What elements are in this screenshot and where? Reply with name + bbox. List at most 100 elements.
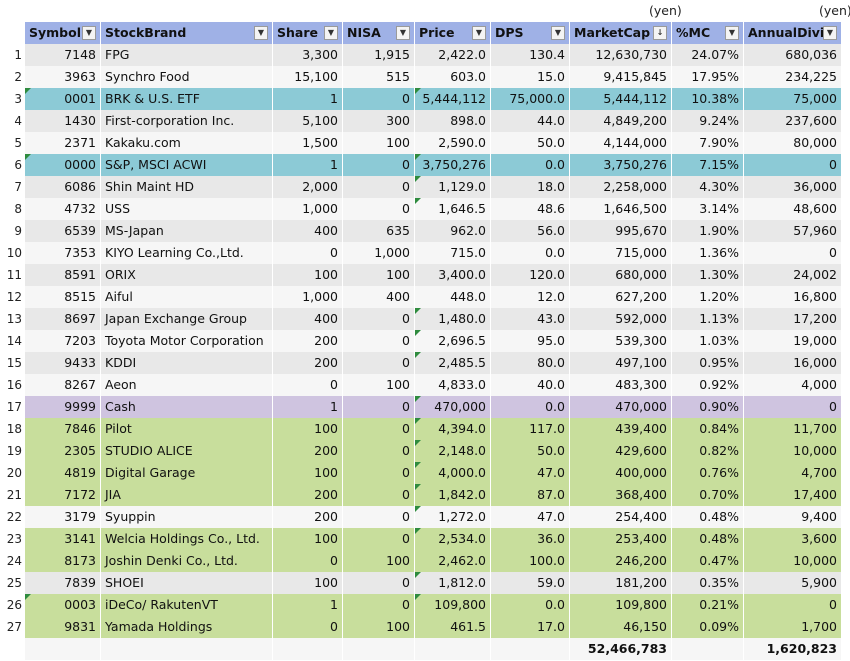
brand-cell[interactable]: ORIX xyxy=(101,264,273,286)
symbol-cell[interactable]: 1430 xyxy=(25,110,101,132)
annual-divi-cell[interactable]: 237,600 xyxy=(744,110,842,132)
price-cell[interactable]: 2,485.5 xyxy=(415,352,491,374)
market-cap-cell[interactable]: 497,100 xyxy=(570,352,672,374)
brand-cell[interactable]: FPG xyxy=(101,44,273,66)
price-cell[interactable]: 2,422.0 xyxy=(415,44,491,66)
percent-mc-cell[interactable]: 0.48% xyxy=(672,506,744,528)
share-cell[interactable]: 400 xyxy=(273,308,343,330)
share-cell[interactable]: 1 xyxy=(273,594,343,616)
percent-mc-cell[interactable]: 1.30% xyxy=(672,264,744,286)
dps-cell[interactable]: 0.0 xyxy=(491,396,570,418)
share-cell[interactable]: 100 xyxy=(273,418,343,440)
dps-cell[interactable]: 56.0 xyxy=(491,220,570,242)
brand-cell[interactable]: STUDIO ALICE xyxy=(101,440,273,462)
price-cell[interactable]: 109,800 xyxy=(415,594,491,616)
share-cell[interactable]: 100 xyxy=(273,264,343,286)
nisa-cell[interactable]: 0 xyxy=(343,506,415,528)
column-header-div[interactable]: AnnualDivi ▼ xyxy=(744,22,842,44)
share-cell[interactable]: 400 xyxy=(273,220,343,242)
percent-mc-cell[interactable]: 0.84% xyxy=(672,418,744,440)
price-cell[interactable]: 1,272.0 xyxy=(415,506,491,528)
annual-divi-cell[interactable]: 17,400 xyxy=(744,484,842,506)
percent-mc-cell[interactable]: 1.90% xyxy=(672,220,744,242)
dps-cell[interactable]: 43.0 xyxy=(491,308,570,330)
dps-cell[interactable]: 87.0 xyxy=(491,484,570,506)
nisa-cell[interactable]: 515 xyxy=(343,66,415,88)
dps-cell[interactable]: 47.0 xyxy=(491,462,570,484)
brand-cell[interactable]: USS xyxy=(101,198,273,220)
nisa-cell[interactable]: 0 xyxy=(343,330,415,352)
percent-mc-cell[interactable]: 1.20% xyxy=(672,286,744,308)
dps-cell[interactable]: 117.0 xyxy=(491,418,570,440)
market-cap-cell[interactable]: 12,630,730 xyxy=(570,44,672,66)
percent-mc-cell[interactable]: 0.92% xyxy=(672,374,744,396)
dps-cell[interactable]: 44.0 xyxy=(491,110,570,132)
symbol-cell[interactable]: 0001 xyxy=(25,88,101,110)
percent-mc-cell[interactable]: 9.24% xyxy=(672,110,744,132)
sort-descending-icon[interactable]: ↓ xyxy=(653,26,667,40)
share-cell[interactable]: 100 xyxy=(273,572,343,594)
price-cell[interactable]: 470,000 xyxy=(415,396,491,418)
market-cap-cell[interactable]: 9,415,845 xyxy=(570,66,672,88)
price-cell[interactable]: 715.0 xyxy=(415,242,491,264)
price-cell[interactable]: 3,400.0 xyxy=(415,264,491,286)
price-cell[interactable]: 1,812.0 xyxy=(415,572,491,594)
nisa-cell[interactable]: 100 xyxy=(343,550,415,572)
nisa-cell[interactable]: 0 xyxy=(343,594,415,616)
price-cell[interactable]: 4,000.0 xyxy=(415,462,491,484)
brand-cell[interactable]: BRK & U.S. ETF xyxy=(101,88,273,110)
dps-cell[interactable]: 18.0 xyxy=(491,176,570,198)
percent-mc-cell[interactable]: 7.90% xyxy=(672,132,744,154)
price-cell[interactable]: 962.0 xyxy=(415,220,491,242)
price-cell[interactable]: 1,646.5 xyxy=(415,198,491,220)
share-cell[interactable]: 5,100 xyxy=(273,110,343,132)
dps-cell[interactable]: 95.0 xyxy=(491,330,570,352)
market-cap-cell[interactable]: 246,200 xyxy=(570,550,672,572)
share-cell[interactable]: 200 xyxy=(273,352,343,374)
symbol-cell[interactable]: 7172 xyxy=(25,484,101,506)
nisa-cell[interactable]: 0 xyxy=(343,528,415,550)
brand-cell[interactable]: Toyota Motor Corporation xyxy=(101,330,273,352)
price-cell[interactable]: 1,842.0 xyxy=(415,484,491,506)
share-cell[interactable]: 3,300 xyxy=(273,44,343,66)
nisa-cell[interactable]: 100 xyxy=(343,374,415,396)
nisa-cell[interactable]: 0 xyxy=(343,572,415,594)
symbol-cell[interactable]: 7846 xyxy=(25,418,101,440)
share-cell[interactable]: 100 xyxy=(273,528,343,550)
nisa-cell[interactable]: 0 xyxy=(343,88,415,110)
price-cell[interactable]: 5,444,112 xyxy=(415,88,491,110)
share-cell[interactable]: 0 xyxy=(273,550,343,572)
nisa-cell[interactable]: 0 xyxy=(343,154,415,176)
dps-cell[interactable]: 15.0 xyxy=(491,66,570,88)
annual-divi-cell[interactable]: 680,036 xyxy=(744,44,842,66)
annual-divi-cell[interactable]: 16,000 xyxy=(744,352,842,374)
market-cap-cell[interactable]: 46,150 xyxy=(570,616,672,638)
annual-divi-cell[interactable]: 234,225 xyxy=(744,66,842,88)
brand-cell[interactable]: Pilot xyxy=(101,418,273,440)
market-cap-cell[interactable]: 253,400 xyxy=(570,528,672,550)
nisa-cell[interactable]: 0 xyxy=(343,352,415,374)
symbol-cell[interactable]: 4732 xyxy=(25,198,101,220)
brand-cell[interactable]: Synchro Food xyxy=(101,66,273,88)
share-cell[interactable]: 1,500 xyxy=(273,132,343,154)
nisa-cell[interactable]: 635 xyxy=(343,220,415,242)
market-cap-cell[interactable]: 627,200 xyxy=(570,286,672,308)
brand-cell[interactable]: Syuppin xyxy=(101,506,273,528)
brand-cell[interactable]: Joshin Denki Co., Ltd. xyxy=(101,550,273,572)
annual-divi-cell[interactable]: 80,000 xyxy=(744,132,842,154)
nisa-cell[interactable]: 0 xyxy=(343,462,415,484)
brand-cell[interactable]: SHOEI xyxy=(101,572,273,594)
market-cap-cell[interactable]: 429,600 xyxy=(570,440,672,462)
market-cap-cell[interactable]: 592,000 xyxy=(570,308,672,330)
share-cell[interactable]: 0 xyxy=(273,616,343,638)
price-cell[interactable]: 448.0 xyxy=(415,286,491,308)
symbol-cell[interactable]: 0000 xyxy=(25,154,101,176)
nisa-cell[interactable]: 0 xyxy=(343,176,415,198)
column-header-symbol[interactable]: Symbol ▼ xyxy=(25,22,101,44)
annual-divi-cell[interactable]: 17,200 xyxy=(744,308,842,330)
annual-divi-cell[interactable]: 11,700 xyxy=(744,418,842,440)
dps-cell[interactable]: 50.0 xyxy=(491,132,570,154)
annual-divi-cell[interactable]: 0 xyxy=(744,594,842,616)
annual-divi-cell[interactable]: 9,400 xyxy=(744,506,842,528)
dps-cell[interactable]: 120.0 xyxy=(491,264,570,286)
